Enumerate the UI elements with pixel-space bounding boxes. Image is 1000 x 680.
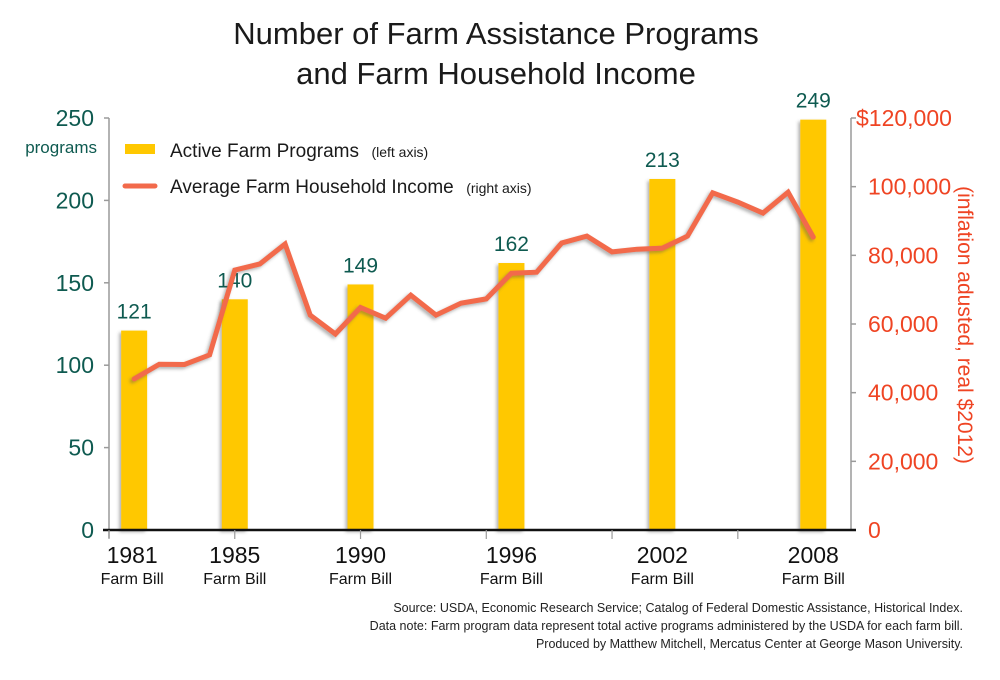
x-axis: 1981 Farm Bill 1985 Farm Bill 1990 Farm Bill 1…: [101, 528, 856, 588]
footnote-credit: Produced by Matthew Mitchell, Mercatus C…: [536, 637, 963, 651]
right-axis-tick-label: 20,000: [868, 448, 938, 474]
right-axis-tick-label: 80,000: [868, 242, 938, 268]
x-category-sub: Farm Bill: [782, 571, 845, 588]
bar-2008: [800, 119, 827, 530]
left-axis-unit-label: programs: [25, 138, 97, 157]
x-category-year: 1985: [209, 542, 260, 568]
left-axis: 0 50 100 150 200 250: [56, 105, 110, 543]
right-axis-tick-label: 40,000: [868, 380, 938, 406]
legend-label-bar: Active Farm Programs (left axis): [170, 141, 428, 162]
x-category-year: 1996: [486, 542, 537, 568]
x-category-sub: Farm Bill: [329, 571, 392, 588]
bar-value-label: 149: [343, 254, 378, 277]
x-category-year: 2008: [788, 542, 839, 568]
right-axis-tick-label: 100,000: [868, 174, 951, 200]
right-axis-tick-label: 60,000: [868, 311, 938, 337]
chart-title-line-1: Number of Farm Assistance Programs: [233, 16, 758, 51]
x-category-sub: Farm Bill: [631, 571, 694, 588]
bar-value-label: 140: [217, 269, 252, 292]
bar-2002: [649, 178, 676, 530]
bar-1990: [347, 284, 374, 530]
right-axis-tick-label: 0: [868, 517, 881, 543]
bar-value-label: 213: [645, 149, 680, 172]
bar-1981: [121, 330, 148, 530]
footnote-source: Source: USDA, Economic Research Service;…: [393, 601, 963, 615]
left-axis-tick-label: 50: [68, 435, 94, 461]
x-category-year: 2002: [637, 542, 688, 568]
legend-label-line: Average Farm Household Income (right axi…: [170, 177, 532, 198]
right-axis-title: (inflation adusted, real $2012): [953, 186, 976, 464]
footnotes: Source: USDA, Economic Research Service;…: [370, 601, 963, 651]
legend-line-name: Average Farm Household Income: [170, 177, 454, 198]
left-axis-tick-label: 150: [56, 270, 94, 296]
x-category-year: 1981: [107, 542, 158, 568]
x-category-sub: Farm Bill: [101, 571, 164, 588]
legend: Active Farm Programs (left axis) Average…: [122, 141, 532, 198]
line-series: [131, 188, 816, 382]
bar-value-label: 249: [796, 90, 831, 113]
right-axis: 0 20,000 40,000 60,000 80,000 100,000 $120,000: [850, 105, 952, 543]
legend-bar-name: Active Farm Programs: [170, 141, 359, 162]
chart-title-line-2: and Farm Household Income: [296, 56, 696, 91]
left-axis-tick-label: 100: [56, 352, 94, 378]
x-category-sub: Farm Bill: [203, 571, 266, 588]
right-axis-tick-label: $120,000: [856, 105, 952, 131]
bar-1985: [221, 299, 248, 530]
x-category-sub: Farm Bill: [480, 571, 543, 588]
footnote-data-note: Data note: Farm program data represent t…: [370, 619, 963, 633]
left-axis-tick-label: 250: [56, 105, 94, 131]
x-category-year: 1990: [335, 542, 386, 568]
bar-series: 121 140 149 162 213 249: [117, 90, 831, 530]
legend-bar-note: (left axis): [371, 144, 428, 160]
bar-value-label: 121: [117, 301, 152, 324]
bar-value-label: 162: [494, 233, 529, 256]
left-axis-tick-label: 0: [81, 517, 94, 543]
left-axis-tick-label: 200: [56, 187, 94, 213]
legend-line-note: (right axis): [466, 180, 531, 196]
bar-1996: [498, 263, 525, 530]
legend-swatch-bar: [125, 144, 155, 154]
income-line: [131, 188, 816, 382]
